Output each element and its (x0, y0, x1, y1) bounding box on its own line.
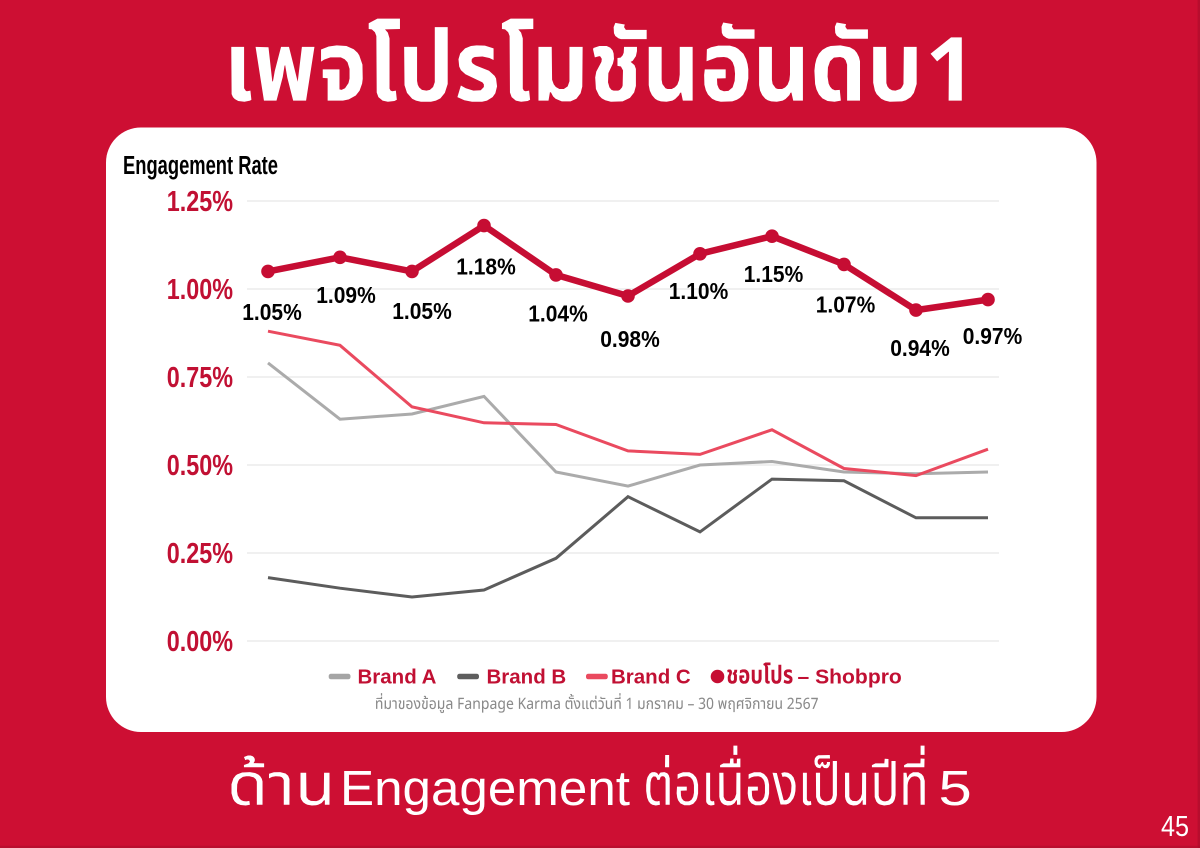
svg-text:1.10%: 1.10% (669, 278, 729, 304)
svg-text:0.98%: 0.98% (600, 326, 660, 352)
svg-text:– Shobpro: – Shobpro (798, 666, 902, 689)
svg-text:1.18%: 1.18% (456, 254, 516, 280)
svg-text:Brand C: Brand C (611, 666, 691, 689)
svg-text:45: 45 (1161, 811, 1189, 843)
svg-text:0.00%: 0.00% (167, 626, 233, 658)
svg-text:0.75%: 0.75% (167, 362, 233, 394)
svg-text:1.09%: 1.09% (316, 282, 376, 308)
svg-text:1.07%: 1.07% (816, 292, 876, 318)
svg-text:5: 5 (939, 761, 972, 816)
svg-text:0.50%: 0.50% (167, 450, 233, 482)
svg-text:0.94%: 0.94% (890, 335, 950, 361)
svg-text:1.00%: 1.00% (167, 274, 233, 306)
svg-text:0.25%: 0.25% (167, 538, 233, 570)
svg-text:1.05%: 1.05% (242, 299, 302, 325)
svg-text:Engagement Rate: Engagement Rate (123, 152, 278, 180)
svg-text:Brand B: Brand B (487, 666, 567, 689)
svg-text:Engagement: Engagement (340, 762, 630, 816)
svg-text:Brand A: Brand A (358, 666, 437, 689)
svg-text:1.04%: 1.04% (528, 301, 588, 327)
svg-text:0.97%: 0.97% (963, 323, 1023, 349)
svg-text:1.25%: 1.25% (167, 186, 233, 218)
svg-text:1.15%: 1.15% (744, 261, 804, 287)
svg-text:1.05%: 1.05% (392, 298, 452, 324)
